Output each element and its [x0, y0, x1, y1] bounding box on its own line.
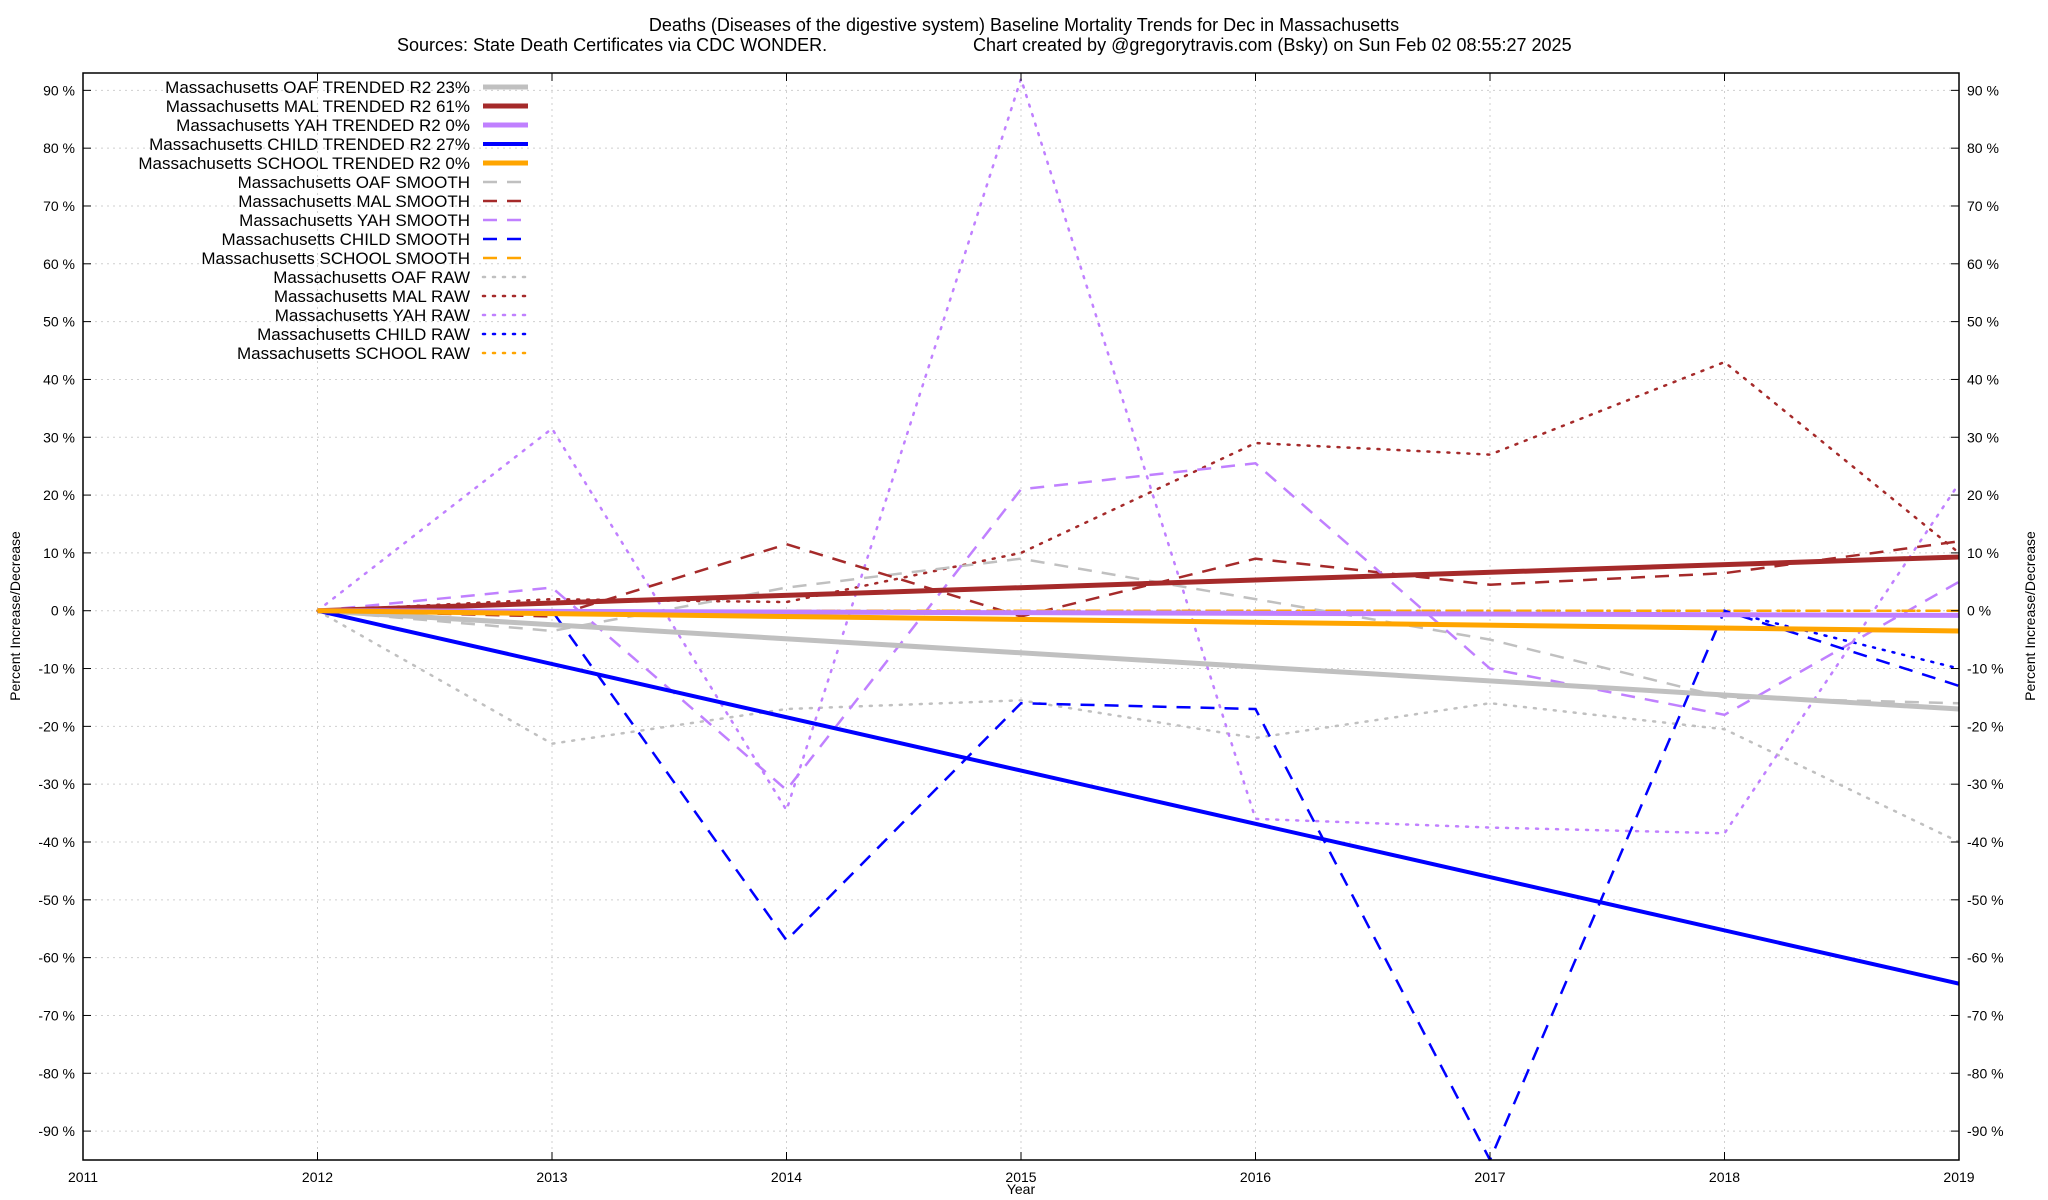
legend-label-14: Massachusetts SCHOOL RAW — [237, 344, 470, 363]
y-tick-label-left: 50 % — [43, 314, 75, 330]
x-tick-label: 2011 — [68, 1169, 98, 1185]
y-tick-label-right: -70 % — [1967, 1007, 2004, 1023]
legend-label-1: Massachusetts MAL TRENDED R2 61% — [166, 97, 470, 116]
series-line-3 — [317, 608, 1959, 986]
y-tick-label-left: -30 % — [38, 776, 75, 792]
y-tick-label-right: 20 % — [1967, 487, 1999, 503]
series-line-7 — [317, 461, 1959, 792]
series-line-4 — [317, 608, 1959, 634]
y-tick-label-right: 50 % — [1967, 314, 1999, 330]
plot-area — [316, 74, 1959, 1160]
legend-label-9: Massachusetts SCHOOL SMOOTH — [201, 249, 470, 268]
y-tick-label-left: 40 % — [43, 371, 75, 387]
y-tick-label-right: 40 % — [1967, 371, 1999, 387]
series-line-11 — [316, 360, 1959, 612]
x-tick-label: 2017 — [1474, 1169, 1505, 1185]
series-line-6 — [317, 540, 1959, 618]
x-tick-label: 2014 — [771, 1169, 802, 1185]
y-tick-label-left: 0 % — [51, 603, 75, 619]
y-tick-label-left: -70 % — [38, 1007, 75, 1023]
y-tick-label-left: 90 % — [43, 82, 75, 98]
chart-subtitle-sources: Sources: State Death Certificates via CD… — [397, 35, 827, 55]
y-tick-label-right: 0 % — [1967, 603, 1991, 619]
legend-label-10: Massachusetts OAF RAW — [273, 268, 470, 287]
legend-label-5: Massachusetts OAF SMOOTH — [238, 173, 470, 192]
y-tick-label-right: -30 % — [1967, 776, 2004, 792]
y-tick-label-left: -80 % — [38, 1065, 75, 1081]
y-tick-label-left: 10 % — [43, 545, 75, 561]
y-tick-label-right: 90 % — [1967, 82, 1999, 98]
x-axis-title: Year — [1007, 1181, 1036, 1197]
y-axis-title-right: Percent Increase/Decrease — [2022, 531, 2038, 701]
x-tick-label: 2013 — [536, 1169, 567, 1185]
y-tick-label-right: -80 % — [1967, 1065, 2004, 1081]
series-line-12 — [316, 74, 1959, 835]
y-tick-label-left: -60 % — [38, 950, 75, 966]
y-axis-title-left: Percent Increase/Decrease — [7, 531, 23, 701]
legend-label-2: Massachusetts YAH TRENDED R2 0% — [176, 116, 470, 135]
y-tick-label-left: 70 % — [43, 198, 75, 214]
x-tick-label: 2015 — [1005, 1169, 1036, 1185]
x-tick-label: 2012 — [302, 1169, 333, 1185]
series-line-5 — [317, 557, 1959, 705]
y-tick-label-left: -50 % — [38, 892, 75, 908]
legend-label-0: Massachusetts OAF TRENDED R2 23% — [165, 78, 470, 97]
y-tick-label-right: -20 % — [1967, 718, 2004, 734]
y-tick-label-right: -10 % — [1967, 661, 2004, 677]
legend-label-12: Massachusetts YAH RAW — [275, 306, 470, 325]
y-tick-label-right: 80 % — [1967, 140, 1999, 156]
y-tick-label-left: 30 % — [43, 429, 75, 445]
y-tick-label-right: 60 % — [1967, 256, 1999, 272]
x-tick-label: 2018 — [1709, 1169, 1740, 1185]
y-tick-label-left: -40 % — [38, 834, 75, 850]
y-tick-label-right: 10 % — [1967, 545, 1999, 561]
y-tick-label-right: -90 % — [1967, 1123, 2004, 1139]
legend-label-11: Massachusetts MAL RAW — [274, 287, 470, 306]
y-tick-label-left: 20 % — [43, 487, 75, 503]
chart-title: Deaths (Diseases of the digestive system… — [649, 15, 1399, 35]
x-tick-label: 2016 — [1240, 1169, 1271, 1185]
series-line-1 — [317, 554, 1959, 614]
legend-label-7: Massachusetts YAH SMOOTH — [239, 211, 470, 230]
axes: 90 % 90 % 80 % 80 % 70 % 70 % 60 % 60 % 50 % 50 %… — [38, 73, 2004, 1185]
legend-label-3: Massachusetts CHILD TRENDED R2 27% — [149, 135, 470, 154]
y-tick-label-right: -60 % — [1967, 950, 2004, 966]
y-tick-label-right: -40 % — [1967, 834, 2004, 850]
y-tick-label-left: -20 % — [38, 718, 75, 734]
y-tick-label-left: -10 % — [38, 661, 75, 677]
series-line-8 — [317, 609, 1959, 1160]
legend-label-6: Massachusetts MAL SMOOTH — [238, 192, 470, 211]
y-tick-label-left: -90 % — [38, 1123, 75, 1139]
y-tick-label-left: 60 % — [43, 256, 75, 272]
legend-label-4: Massachusetts SCHOOL TRENDED R2 0% — [138, 154, 470, 173]
legend-label-13: Massachusetts CHILD RAW — [257, 325, 470, 344]
series-line-0 — [317, 608, 1959, 712]
x-tick-label: 2019 — [1943, 1169, 1974, 1185]
chart-subtitle-credit: Chart created by @gregorytravis.com (Bsk… — [973, 35, 1572, 55]
y-tick-label-right: 70 % — [1967, 198, 1999, 214]
series-line-10 — [316, 609, 1959, 844]
legend-label-8: Massachusetts CHILD SMOOTH — [222, 230, 470, 249]
y-tick-label-left: 80 % — [43, 140, 75, 156]
y-tick-label-right: 30 % — [1967, 429, 1999, 445]
legend: Massachusetts OAF TRENDED R2 23%Massachu… — [138, 78, 530, 363]
y-tick-label-right: -50 % — [1967, 892, 2004, 908]
series-line-2 — [317, 608, 1959, 618]
